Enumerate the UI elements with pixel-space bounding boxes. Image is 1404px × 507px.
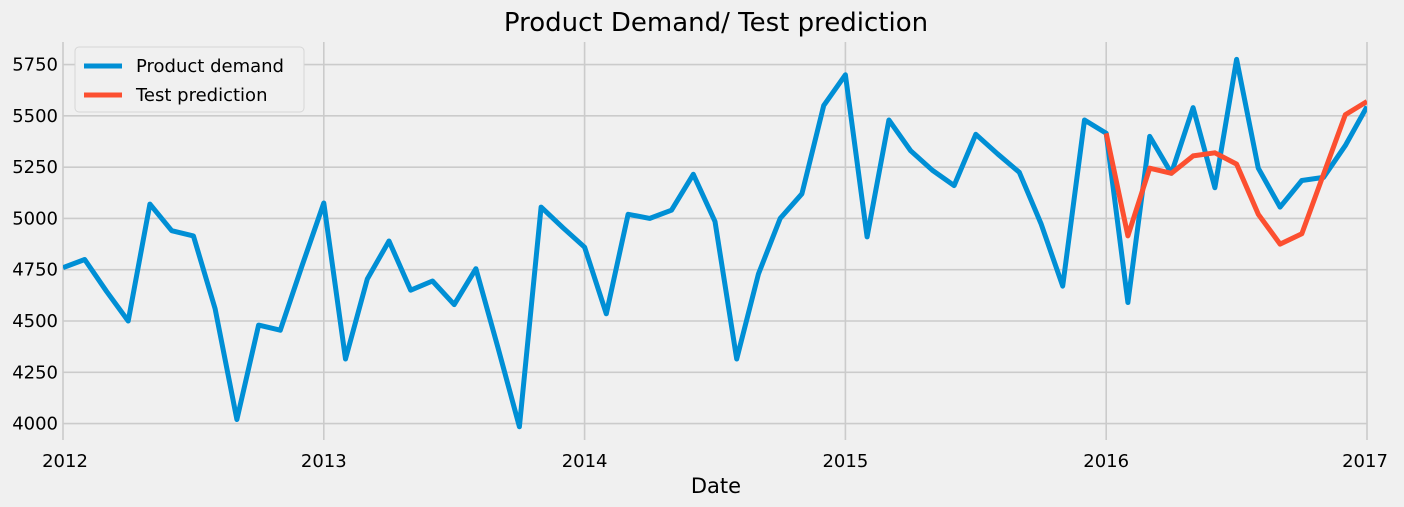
x-tick-label: 2017: [1342, 451, 1388, 472]
series-line-test-prediction: [1103, 99, 1367, 247]
legend-label: Product demand: [136, 56, 284, 77]
series-line-product-demand: [63, 56, 1367, 430]
y-tick-label: 5250: [12, 157, 58, 178]
y-tick-label: 4500: [12, 311, 58, 332]
series-layer: [63, 56, 1367, 430]
y-tick-label: 4750: [12, 260, 58, 281]
x-tick-label: 2014: [562, 451, 608, 472]
legend-label: Test prediction: [135, 85, 267, 106]
x-axis-label: Date: [691, 474, 741, 498]
legend: Product demand Test prediction: [74, 46, 305, 113]
y-tick-label: 5000: [12, 208, 58, 229]
chart-title: Product Demand/ Test prediction: [504, 8, 928, 38]
y-tick-label: 4250: [12, 362, 58, 383]
y-tick-label: 5750: [12, 55, 58, 76]
x-tick-label: 2016: [1083, 451, 1129, 472]
y-tick-label: 4000: [12, 414, 58, 435]
x-tick-label: 2015: [822, 451, 868, 472]
y-tick-label: 5500: [12, 106, 58, 127]
x-tick-label: 2012: [42, 451, 88, 472]
legend-box: [74, 46, 305, 113]
tick-labels: 4000 4250 4500 4750 5000 5250 5500 5750 2012 2013…: [12, 55, 1388, 472]
x-tick-label: 2013: [301, 451, 347, 472]
